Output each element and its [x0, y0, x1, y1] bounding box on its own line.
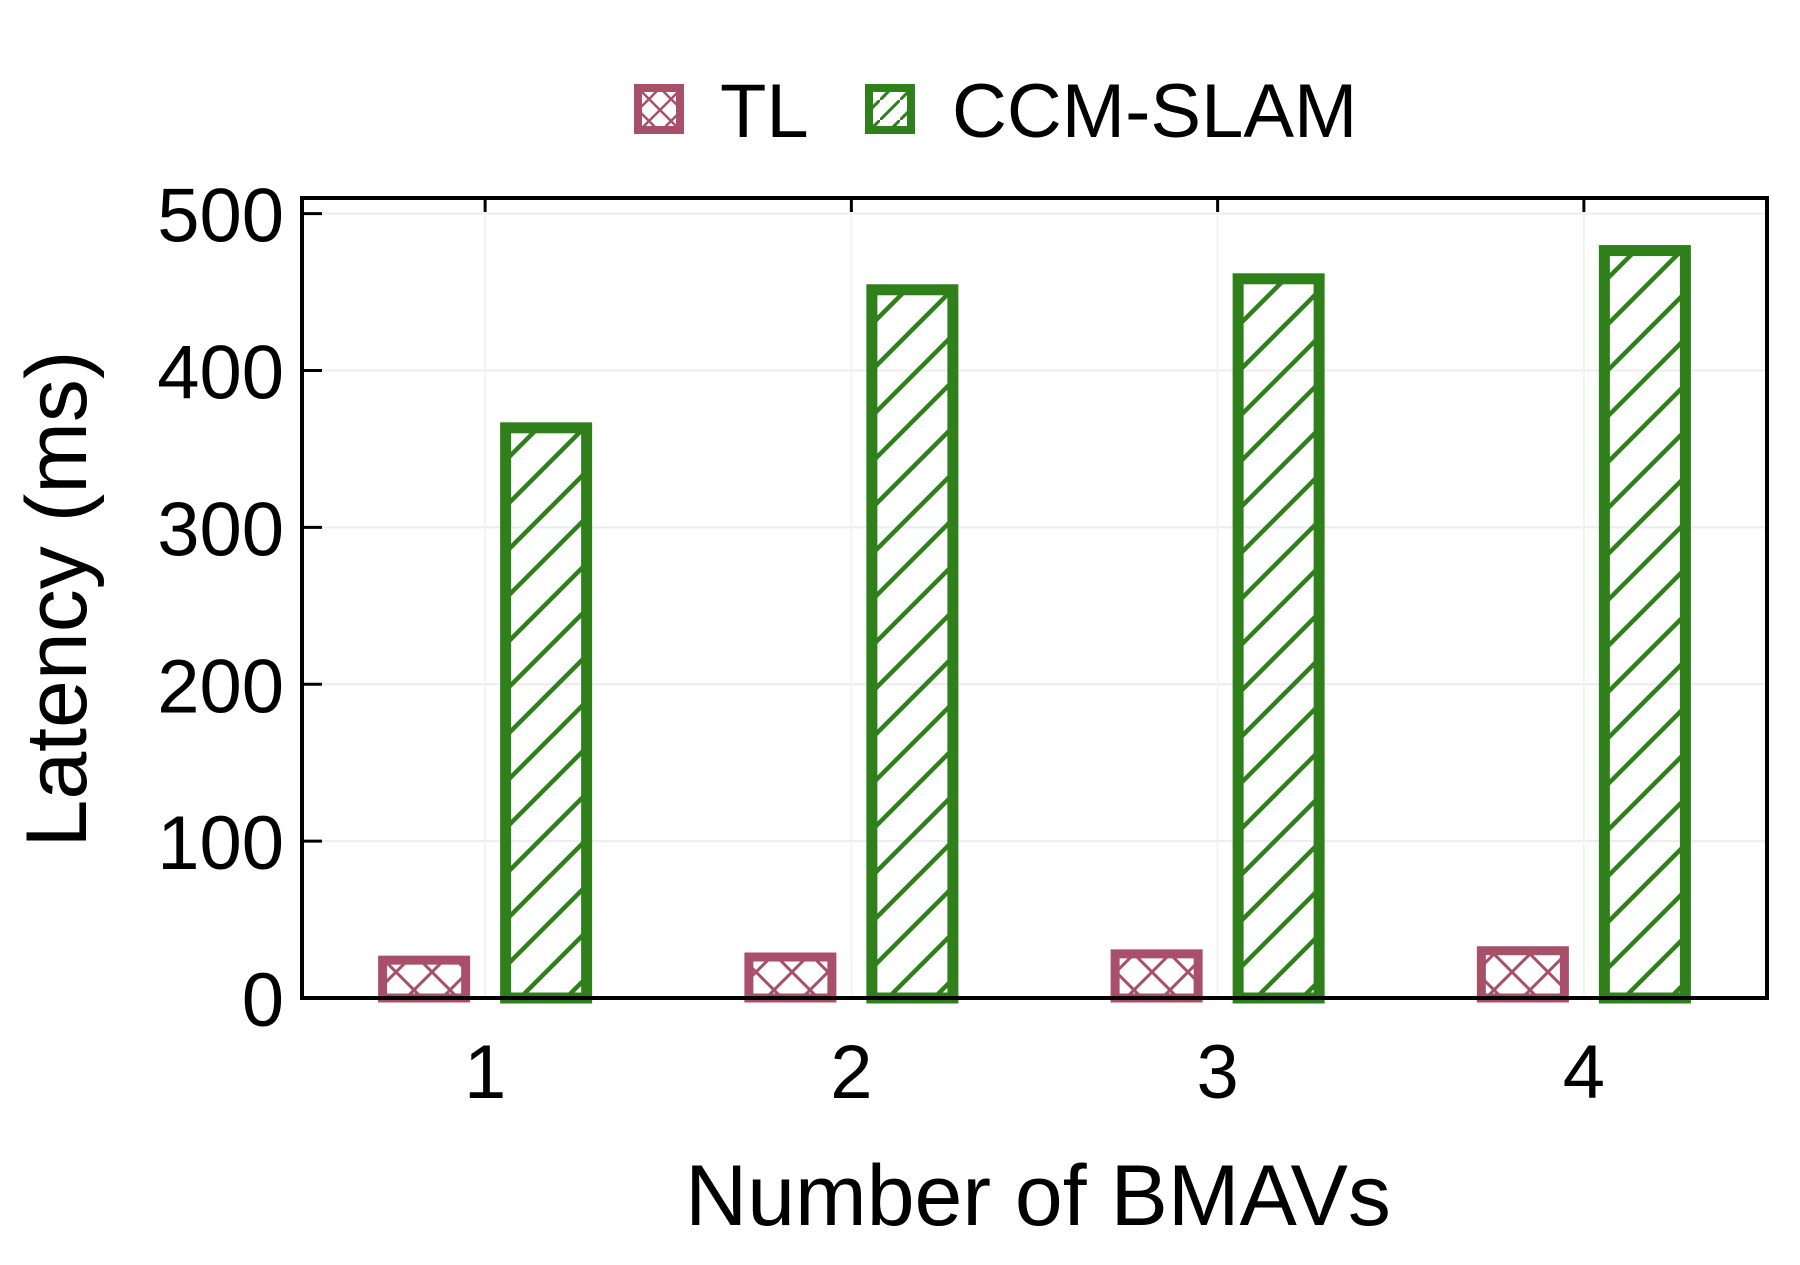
y-tick-label: 500 [157, 174, 284, 259]
y-axis-title: Latency (ms) [9, 350, 105, 847]
bar-ccm-slam-4 [1598, 245, 1691, 1004]
bar-ccm-slam-2 [866, 284, 959, 1004]
x-tick-label: 4 [1563, 1030, 1605, 1115]
axes [300, 196, 1769, 1000]
x-axis-title: Number of BMAVs [685, 1148, 1391, 1244]
legend: TL CCM-SLAM [634, 69, 1357, 154]
legend-label-tl: TL [720, 69, 809, 154]
legend-swatch-tl [634, 84, 684, 134]
x-tick-label: 3 [1196, 1030, 1238, 1115]
y-tick-label: 0 [242, 958, 284, 1043]
y-tick-label: 200 [157, 644, 284, 729]
bar-tl-4 [1476, 946, 1569, 1003]
bar-ccm-slam-1 [500, 422, 593, 1004]
legend-swatch-ccm-slam [865, 84, 915, 134]
x-tick-label: 2 [830, 1030, 872, 1115]
plot-frame [300, 196, 1769, 1000]
y-tick-label: 400 [157, 331, 284, 416]
x-tick-label: 1 [464, 1030, 506, 1115]
legend-label-ccm-slam: CCM-SLAM [952, 69, 1357, 154]
bar-tl-1 [378, 955, 471, 1003]
x-axis-ticks: 1 2 3 4 [464, 198, 1605, 1115]
bar-ccm-slam-3 [1232, 273, 1325, 1004]
bar-tl-2 [744, 952, 837, 1003]
y-tick-label: 100 [157, 801, 284, 886]
y-tick-label: 300 [157, 487, 284, 572]
bars [378, 245, 1691, 1004]
bar-tl-3 [1110, 949, 1203, 1003]
y-axis-ticks: 0 100 200 300 400 500 [157, 174, 322, 1043]
